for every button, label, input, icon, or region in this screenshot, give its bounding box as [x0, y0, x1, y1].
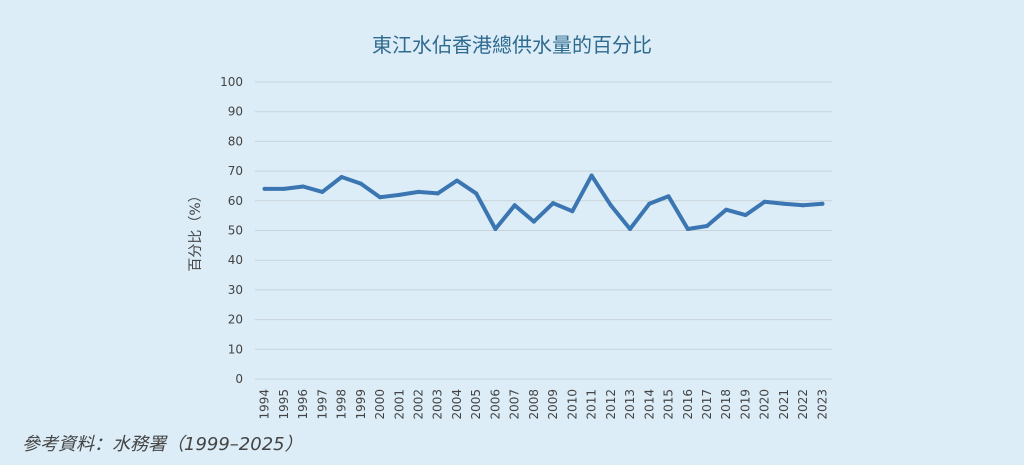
x-tick-label: 2005: [469, 389, 483, 420]
x-tick-label: 2017: [700, 389, 714, 420]
y-tick-label: 100: [220, 75, 243, 89]
data-point: [551, 201, 556, 206]
x-tick-label: 2010: [565, 389, 579, 420]
data-point: [416, 189, 421, 194]
x-tick-label: 2019: [738, 389, 752, 420]
x-tick-label: 2013: [623, 389, 637, 420]
x-tick-label: 2012: [604, 389, 618, 420]
data-point: [801, 203, 806, 208]
y-axis-label: 百分比（%）: [188, 188, 204, 271]
x-tick-label: 2008: [527, 389, 541, 420]
chart-title: 東江水佔香港總供水量的百分比: [372, 33, 652, 57]
data-point: [628, 227, 633, 232]
data-point: [647, 201, 652, 206]
data-point: [262, 186, 267, 191]
x-tick-label: 2009: [546, 389, 560, 420]
x-tick-label: 2016: [681, 389, 695, 420]
data-point: [589, 173, 594, 178]
y-tick-label: 30: [228, 283, 243, 297]
data-point: [378, 195, 383, 200]
x-tick-label: 2004: [450, 389, 464, 420]
x-tick-label: 2000: [373, 389, 387, 420]
x-tick-label: 1998: [335, 389, 349, 420]
x-tick-label: 2014: [642, 389, 656, 420]
series-line: [262, 173, 825, 231]
data-point: [704, 224, 709, 229]
x-tick-label: 2015: [662, 389, 676, 420]
data-point: [474, 191, 479, 196]
data-point: [724, 207, 729, 212]
y-tick-label: 20: [228, 313, 243, 327]
y-tick-label: 10: [228, 342, 243, 356]
data-point: [743, 213, 748, 218]
data-point: [512, 203, 517, 208]
y-tick-label: 90: [228, 105, 243, 119]
y-tick-label: 40: [228, 253, 243, 267]
data-point: [339, 175, 344, 180]
data-point: [820, 201, 825, 206]
data-point: [358, 181, 363, 186]
data-point: [570, 209, 575, 214]
data-point: [281, 186, 286, 191]
x-tick-label: 2003: [431, 389, 445, 420]
data-point: [301, 184, 306, 189]
data-point: [608, 203, 613, 208]
gridlines: [255, 81, 832, 380]
x-tick-label: 1999: [354, 389, 368, 420]
x-tick-label: 2006: [488, 389, 502, 420]
data-point: [435, 191, 440, 196]
x-tick-label: 2022: [796, 389, 810, 420]
x-axis-ticks: 1994 1995 1996 1997 1998 1999 2000 2001 2002 2003…: [258, 389, 830, 420]
x-tick-label: 2007: [508, 389, 522, 420]
data-point: [320, 189, 325, 194]
x-tick-label: 2002: [411, 389, 425, 420]
y-tick-label: 70: [228, 164, 243, 178]
x-tick-label: 2023: [815, 389, 829, 420]
data-point: [781, 201, 786, 206]
x-tick-label: 2001: [392, 389, 406, 420]
x-tick-label: 1994: [258, 389, 272, 420]
data-point: [762, 199, 767, 204]
data-point: [685, 227, 690, 232]
x-tick-label: 1997: [315, 389, 329, 420]
y-tick-label: 60: [228, 194, 243, 208]
data-point: [397, 192, 402, 197]
data-point: [493, 227, 498, 232]
x-tick-label: 2021: [777, 389, 791, 420]
x-tick-label: 2018: [719, 389, 733, 420]
y-tick-label: 80: [228, 134, 243, 148]
y-tick-label: 50: [228, 224, 243, 238]
y-tick-label: 0: [235, 372, 243, 386]
x-tick-label: 1996: [296, 389, 310, 420]
x-tick-label: 1995: [277, 389, 291, 420]
source-note: 參考資料：水務署（1999–2025）: [22, 434, 303, 455]
series-layer: [262, 173, 825, 232]
data-point: [531, 219, 536, 224]
data-point: [666, 194, 671, 199]
x-tick-label: 2011: [585, 389, 599, 420]
data-point: [454, 178, 459, 183]
x-tick-label: 2020: [758, 389, 772, 420]
y-axis-ticks: 0 10 20 30 40 50 60 70 80 90 100: [220, 75, 243, 386]
